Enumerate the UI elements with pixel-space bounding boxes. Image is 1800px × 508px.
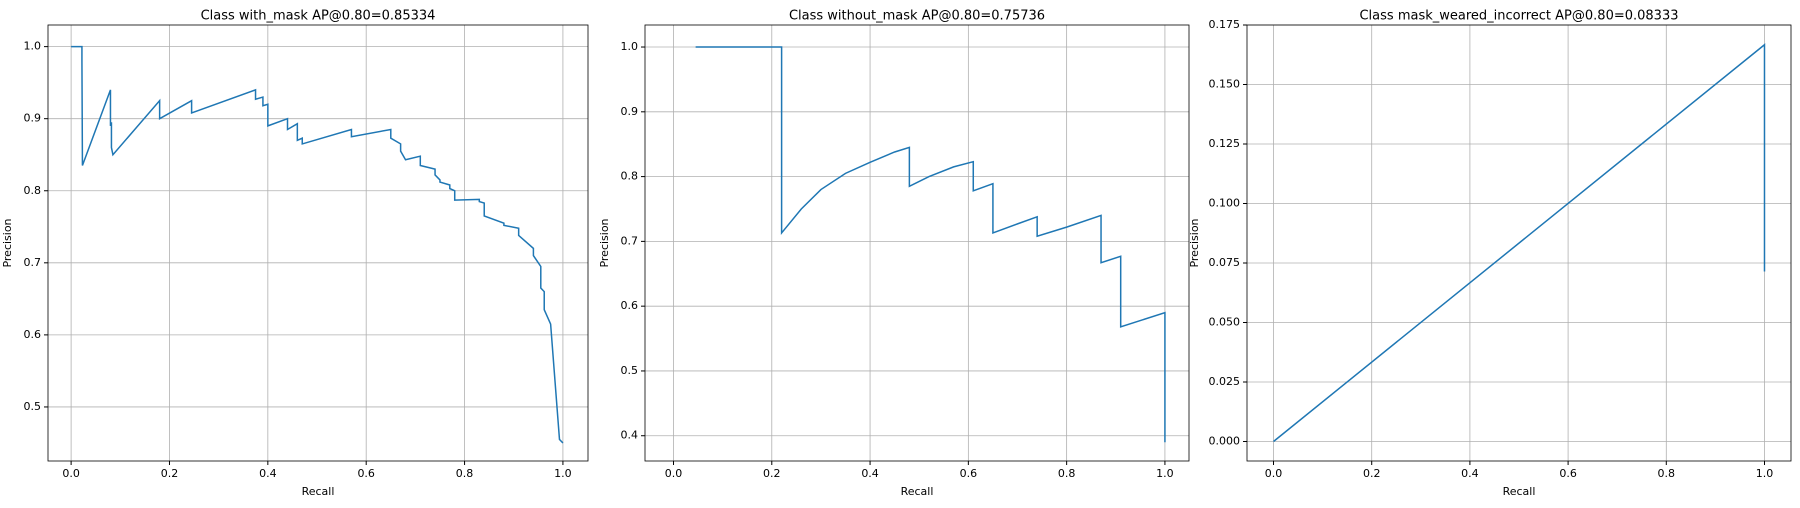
x-tick-label: 0.2 xyxy=(161,467,179,480)
y-axis-label: Precision xyxy=(1188,218,1201,267)
y-tick-label: 1.0 xyxy=(24,40,42,53)
x-tick-label: 0.2 xyxy=(1363,467,1381,480)
x-tick-label: 1.0 xyxy=(554,467,572,480)
x-tick-label: 0.8 xyxy=(456,467,474,480)
x-tick-label: 0.4 xyxy=(861,467,879,480)
y-tick-label: 0.6 xyxy=(24,328,42,341)
pr-curve xyxy=(71,45,564,444)
y-tick-label: 0.025 xyxy=(1209,375,1241,388)
y-tick-label: 0.075 xyxy=(1209,256,1241,269)
y-tick-label: 0.175 xyxy=(1209,18,1241,31)
y-tick-label: 0.150 xyxy=(1209,77,1241,90)
y-tick-label: 0.9 xyxy=(24,112,42,125)
x-tick-label: 0.2 xyxy=(763,467,781,480)
chart-title: Class mask_weared_incorrect AP@0.80=0.08… xyxy=(1359,9,1678,24)
y-tick-label: 0.8 xyxy=(621,170,639,183)
x-tick-label: 1.0 xyxy=(1756,467,1774,480)
chart-title: Class without_mask AP@0.80=0.75736 xyxy=(789,9,1045,24)
pr-curve xyxy=(695,46,1166,443)
y-tick-label: 0.050 xyxy=(1209,315,1241,328)
x-tick-label: 0.8 xyxy=(1058,467,1076,480)
x-tick-label: 0.8 xyxy=(1658,467,1676,480)
y-axis-label: Precision xyxy=(1,218,14,267)
x-axis-label: Recall xyxy=(302,485,335,498)
y-tick-label: 0.100 xyxy=(1209,196,1241,209)
y-tick-label: 0.5 xyxy=(621,364,639,377)
y-axis-label: Precision xyxy=(598,218,611,267)
chart-title: Class with_mask AP@0.80=0.85334 xyxy=(201,9,436,24)
x-tick-label: 0.0 xyxy=(665,467,683,480)
x-tick-label: 0.6 xyxy=(1559,467,1577,480)
y-tick-label: 0.6 xyxy=(621,299,639,312)
y-tick-label: 0.8 xyxy=(24,184,42,197)
axes-frame xyxy=(644,24,1190,462)
x-tick-label: 0.4 xyxy=(1461,467,1479,480)
x-axis-label: Recall xyxy=(901,485,934,498)
x-tick-label: 0.0 xyxy=(62,467,80,480)
x-tick-label: 0.6 xyxy=(960,467,978,480)
x-tick-label: 0.0 xyxy=(1265,467,1283,480)
y-tick-label: 0.7 xyxy=(621,234,639,247)
y-tick-label: 0.5 xyxy=(24,400,42,413)
y-tick-label: 1.0 xyxy=(621,40,639,53)
x-tick-label: 0.4 xyxy=(259,467,277,480)
x-tick-label: 1.0 xyxy=(1156,467,1174,480)
axes-frame xyxy=(47,24,589,462)
y-tick-label: 0.9 xyxy=(621,105,639,118)
y-tick-label: 0.4 xyxy=(621,429,639,442)
axes-frame xyxy=(1246,24,1792,462)
x-tick-label: 0.6 xyxy=(357,467,375,480)
y-tick-label: 0.125 xyxy=(1209,137,1241,150)
y-tick-label: 0.7 xyxy=(24,256,42,269)
pr-curve xyxy=(1273,43,1766,443)
y-tick-label: 0.000 xyxy=(1209,434,1241,447)
x-axis-label: Recall xyxy=(1503,485,1536,498)
